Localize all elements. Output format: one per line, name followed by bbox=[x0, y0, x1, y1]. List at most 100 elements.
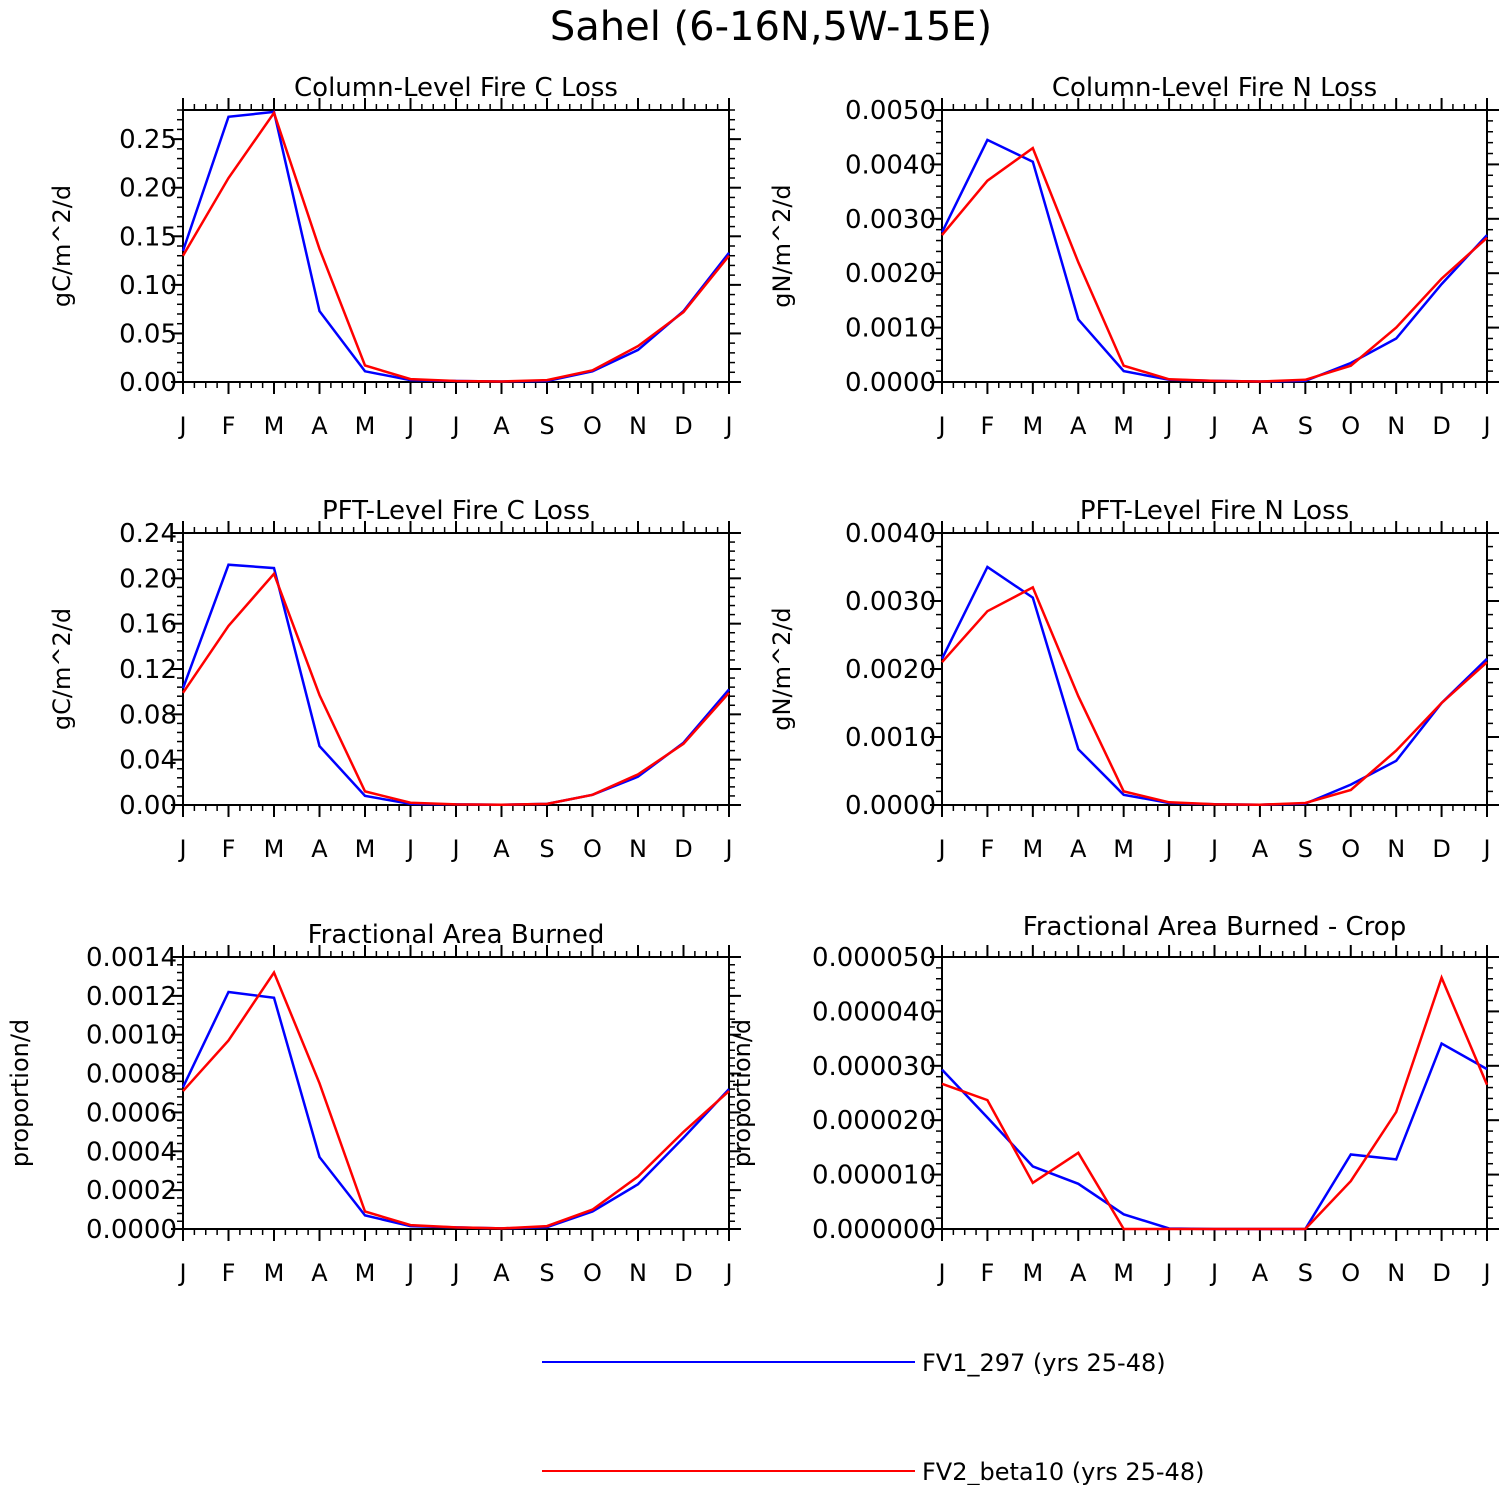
x-tick-label: J bbox=[1164, 1259, 1173, 1287]
x-tick-label: D bbox=[1432, 1259, 1450, 1287]
y-tick-label: 0.0040 bbox=[845, 519, 936, 549]
series-line-fv1 bbox=[941, 1041, 1488, 1231]
series-line-fv1 bbox=[181, 110, 730, 383]
y-tick-label: 0.0050 bbox=[845, 96, 936, 126]
series-line-fv1 bbox=[940, 138, 1488, 383]
series-line-fv2 bbox=[941, 585, 1488, 806]
plot-frame bbox=[182, 532, 730, 806]
x-tick-label: D bbox=[1432, 835, 1450, 863]
y-tick-label: 0.25 bbox=[119, 125, 177, 155]
x-tick-label: S bbox=[1298, 1259, 1313, 1287]
y-axis-label: proportion/d bbox=[728, 1019, 756, 1167]
x-tick-label: J bbox=[723, 412, 732, 440]
x-tick-label: M bbox=[1113, 1259, 1134, 1287]
x-tick-label: M bbox=[355, 1259, 376, 1287]
x-tick-label: A bbox=[1070, 835, 1087, 863]
x-tick-label: D bbox=[674, 1259, 692, 1287]
legend-label-fv2: FV2_beta10 (yrs 25-48) bbox=[922, 1458, 1204, 1485]
x-tick-label: J bbox=[1481, 412, 1490, 440]
x-tick-label: N bbox=[1387, 1259, 1405, 1287]
y-axis-label: gN/m^2/d bbox=[768, 184, 796, 307]
y-tick-label: 0.0014 bbox=[86, 943, 177, 973]
plot-frame bbox=[941, 956, 1488, 1230]
x-tick-label: J bbox=[936, 1259, 945, 1287]
x-tick-label: J bbox=[1481, 835, 1490, 863]
x-tick-label: M bbox=[1022, 412, 1043, 440]
plot-frame bbox=[941, 532, 1488, 806]
chart-title: Fractional Area Burned - Crop bbox=[1023, 912, 1406, 942]
x-tick-label: M bbox=[1022, 1259, 1043, 1287]
x-tick-label: J bbox=[177, 1259, 186, 1287]
y-tick-label: 0.0008 bbox=[86, 1060, 177, 1090]
y-axis-label: gC/m^2/d bbox=[48, 608, 76, 730]
y-tick-label: 0.0006 bbox=[86, 1098, 177, 1128]
x-tick-label: A bbox=[1070, 412, 1087, 440]
x-tick-label: A bbox=[311, 1259, 328, 1287]
series-line-fv2 bbox=[182, 969, 730, 1230]
y-tick-label: 0.0010 bbox=[845, 723, 936, 753]
y-axis-label: gN/m^2/d bbox=[768, 607, 796, 730]
series-line-fv2 bbox=[941, 974, 1489, 1231]
y-tick-label: 0.000000 bbox=[812, 1215, 936, 1245]
x-tick-label: F bbox=[222, 835, 236, 863]
y-tick-label: 0.0000 bbox=[845, 368, 936, 398]
y-tick-label: 0.0010 bbox=[86, 1021, 177, 1051]
series-line-fv2 bbox=[941, 146, 1488, 383]
y-tick-label: 0.000050 bbox=[812, 943, 936, 973]
series-line-fv1 bbox=[181, 990, 730, 1230]
y-tick-label: 0.0020 bbox=[845, 655, 936, 685]
legend: FV1_297 (yrs 25-48) FV2_beta10 (yrs 25-4… bbox=[542, 1349, 1204, 1485]
x-tick-label: A bbox=[311, 412, 328, 440]
x-tick-label: M bbox=[264, 835, 285, 863]
series-line-fv2 bbox=[181, 110, 730, 383]
x-tick-label: M bbox=[355, 835, 376, 863]
x-tick-label: O bbox=[583, 412, 602, 440]
x-tick-label: J bbox=[177, 835, 186, 863]
y-tick-label: 0.16 bbox=[119, 610, 177, 640]
y-tick-label: 0.0000 bbox=[86, 1215, 177, 1245]
x-tick-label: S bbox=[539, 1259, 554, 1287]
x-tick-label: A bbox=[1070, 1259, 1087, 1287]
x-tick-label: A bbox=[493, 835, 510, 863]
y-tick-label: 0.0004 bbox=[86, 1137, 177, 1167]
x-tick-label: N bbox=[629, 412, 647, 440]
x-tick-label: A bbox=[1252, 835, 1269, 863]
y-tick-label: 0.0030 bbox=[845, 205, 936, 235]
x-tick-label: M bbox=[1113, 412, 1134, 440]
y-tick-label: 0.12 bbox=[119, 655, 177, 685]
x-tick-label: N bbox=[1387, 412, 1405, 440]
y-tick-label: 0.20 bbox=[119, 174, 177, 204]
y-tick-label: 0.10 bbox=[119, 271, 177, 301]
y-tick-label: 0.0040 bbox=[845, 150, 936, 180]
x-tick-label: J bbox=[936, 835, 945, 863]
y-tick-label: 0.0030 bbox=[845, 587, 936, 617]
x-tick-label: A bbox=[493, 412, 510, 440]
x-tick-label: J bbox=[1164, 835, 1173, 863]
x-tick-label: D bbox=[674, 835, 692, 863]
x-tick-label: O bbox=[1341, 1259, 1360, 1287]
x-tick-label: J bbox=[405, 1259, 414, 1287]
figure-title: Sahel (6-16N,5W-15E) bbox=[550, 4, 992, 50]
y-tick-label: 0.000020 bbox=[812, 1106, 936, 1136]
y-tick-label: 0.00 bbox=[119, 368, 177, 398]
x-tick-label: A bbox=[311, 835, 328, 863]
x-tick-label: J bbox=[405, 835, 414, 863]
x-tick-label: N bbox=[1387, 835, 1405, 863]
x-tick-label: J bbox=[450, 412, 459, 440]
series-line-fv1 bbox=[940, 565, 1488, 806]
y-tick-label: 0.000030 bbox=[812, 1052, 936, 1082]
x-tick-label: J bbox=[450, 835, 459, 863]
x-tick-label: F bbox=[981, 1259, 995, 1287]
x-tick-label: A bbox=[1252, 412, 1269, 440]
y-tick-label: 0.20 bbox=[119, 564, 177, 594]
y-tick-label: 0.24 bbox=[119, 519, 177, 549]
x-tick-label: S bbox=[1298, 835, 1313, 863]
y-tick-label: 0.08 bbox=[119, 700, 177, 730]
legend-label-fv1: FV1_297 (yrs 25-48) bbox=[922, 1349, 1166, 1377]
x-tick-label: F bbox=[222, 412, 236, 440]
y-tick-label: 0.15 bbox=[119, 222, 177, 252]
